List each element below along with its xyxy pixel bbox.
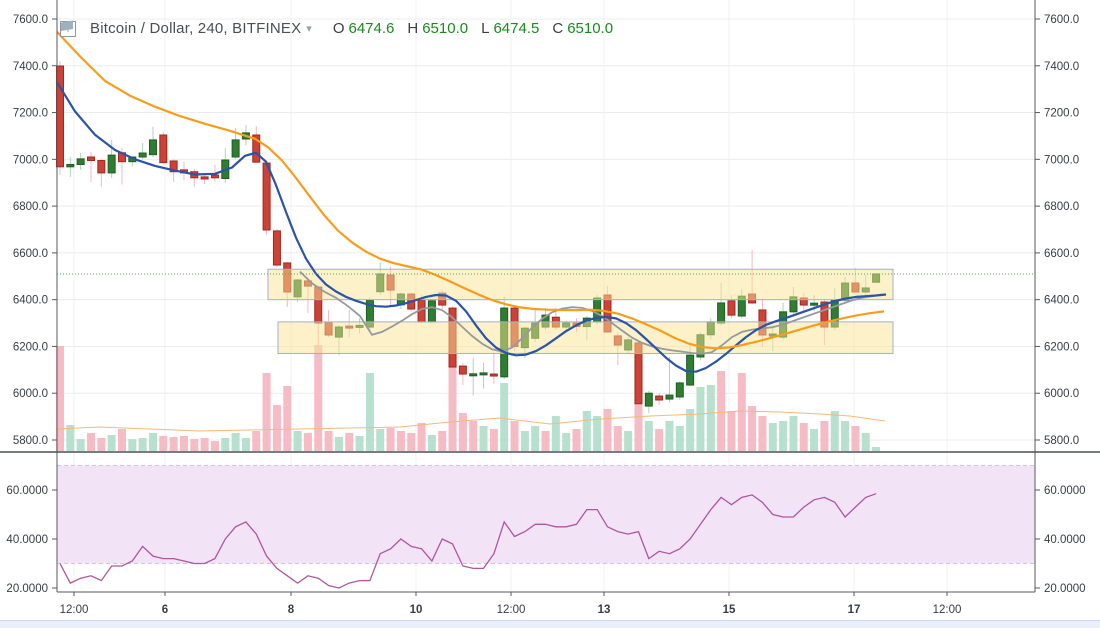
svg-text:7000.0: 7000.0 bbox=[1044, 154, 1079, 166]
svg-text:7400.0: 7400.0 bbox=[1044, 61, 1079, 73]
svg-text:5800.0: 5800.0 bbox=[13, 435, 48, 447]
svg-text:6600.0: 6600.0 bbox=[13, 248, 48, 260]
rsi-line bbox=[59, 493, 877, 589]
svg-text:12:00: 12:00 bbox=[933, 604, 962, 616]
highlight-zone bbox=[267, 268, 894, 301]
svg-text:6000.0: 6000.0 bbox=[13, 388, 48, 400]
time-axis[interactable] bbox=[57, 592, 1035, 622]
svg-text:6: 6 bbox=[162, 604, 168, 616]
chart-legend: + Bitcoin / Dollar, 240, BITFINEX ▾ O647… bbox=[60, 20, 622, 37]
svg-text:17: 17 bbox=[848, 604, 861, 616]
svg-text:6000.0: 6000.0 bbox=[1044, 388, 1079, 400]
highlight-zone bbox=[277, 321, 894, 354]
svg-text:7600.0: 7600.0 bbox=[13, 14, 48, 26]
zones-layer[interactable] bbox=[267, 268, 894, 354]
svg-text:7600.0: 7600.0 bbox=[1044, 14, 1079, 26]
rsi-pane-layer[interactable] bbox=[57, 465, 1035, 589]
svg-text:40.0000: 40.0000 bbox=[1044, 534, 1086, 546]
bottom-strip bbox=[0, 620, 1100, 628]
close-label: C bbox=[552, 20, 564, 37]
svg-text:20.0000: 20.0000 bbox=[6, 583, 48, 595]
volume-layer bbox=[56, 345, 886, 451]
symbol-title[interactable]: Bitcoin / Dollar, 240, BITFINEX bbox=[90, 20, 302, 37]
svg-text:6200.0: 6200.0 bbox=[13, 341, 48, 353]
svg-text:12:00: 12:00 bbox=[497, 604, 526, 616]
rsi-band bbox=[57, 465, 1035, 564]
high-value: 6510.0 bbox=[422, 20, 469, 37]
svg-text:60.0000: 60.0000 bbox=[6, 485, 48, 497]
low-label: L bbox=[481, 20, 490, 37]
svg-text:6800.0: 6800.0 bbox=[13, 201, 48, 213]
svg-text:6800.0: 6800.0 bbox=[1044, 201, 1079, 213]
close-value: 6510.0 bbox=[567, 20, 614, 37]
ohlc-readout: O 6474.6 H 6510.0 L 6474.5 C 6510.0 bbox=[333, 20, 622, 37]
ma-blue-line bbox=[56, 81, 887, 373]
ma-gray-line bbox=[299, 270, 883, 355]
svg-text:15: 15 bbox=[723, 604, 736, 616]
symbol-dropdown-caret-icon[interactable]: ▾ bbox=[306, 23, 312, 35]
price-axis-left[interactable] bbox=[0, 0, 57, 592]
open-value: 6474.6 bbox=[348, 20, 395, 37]
candles-layer bbox=[56, 61, 881, 414]
svg-text:5800.0: 5800.0 bbox=[1044, 435, 1079, 447]
svg-text:60.0000: 60.0000 bbox=[1044, 485, 1086, 497]
svg-text:6400.0: 6400.0 bbox=[13, 295, 48, 307]
svg-text:8: 8 bbox=[288, 604, 295, 616]
axes-layer bbox=[0, 0, 1100, 593]
high-label: H bbox=[407, 20, 419, 37]
svg-text:10: 10 bbox=[410, 604, 423, 616]
svg-text:20.0000: 20.0000 bbox=[1044, 583, 1086, 595]
open-label: O bbox=[332, 20, 345, 37]
svg-text:6200.0: 6200.0 bbox=[1044, 341, 1079, 353]
axis-labels-layer: 7600.0 7600.0 7400.0 7400.0 7200.0 7200.0 7000… bbox=[6, 14, 1085, 616]
svg-text:40.0000: 40.0000 bbox=[6, 534, 48, 546]
ma-layer bbox=[56, 31, 887, 373]
svg-text:7000.0: 7000.0 bbox=[13, 154, 48, 166]
svg-text:7400.0: 7400.0 bbox=[13, 61, 48, 73]
svg-text:7200.0: 7200.0 bbox=[13, 108, 48, 120]
svg-text:7200.0: 7200.0 bbox=[1044, 108, 1079, 120]
volume-ma-line bbox=[56, 410, 886, 432]
ma-orange-line bbox=[56, 31, 885, 350]
svg-text:6400.0: 6400.0 bbox=[1044, 295, 1079, 307]
flag-icon bbox=[61, 20, 73, 31]
svg-text:6600.0: 6600.0 bbox=[1044, 248, 1079, 260]
price-axis-right[interactable] bbox=[1035, 0, 1100, 592]
low-value: 6474.5 bbox=[493, 20, 540, 37]
svg-text:13: 13 bbox=[598, 604, 611, 616]
svg-text:12:00: 12:00 bbox=[60, 604, 89, 616]
